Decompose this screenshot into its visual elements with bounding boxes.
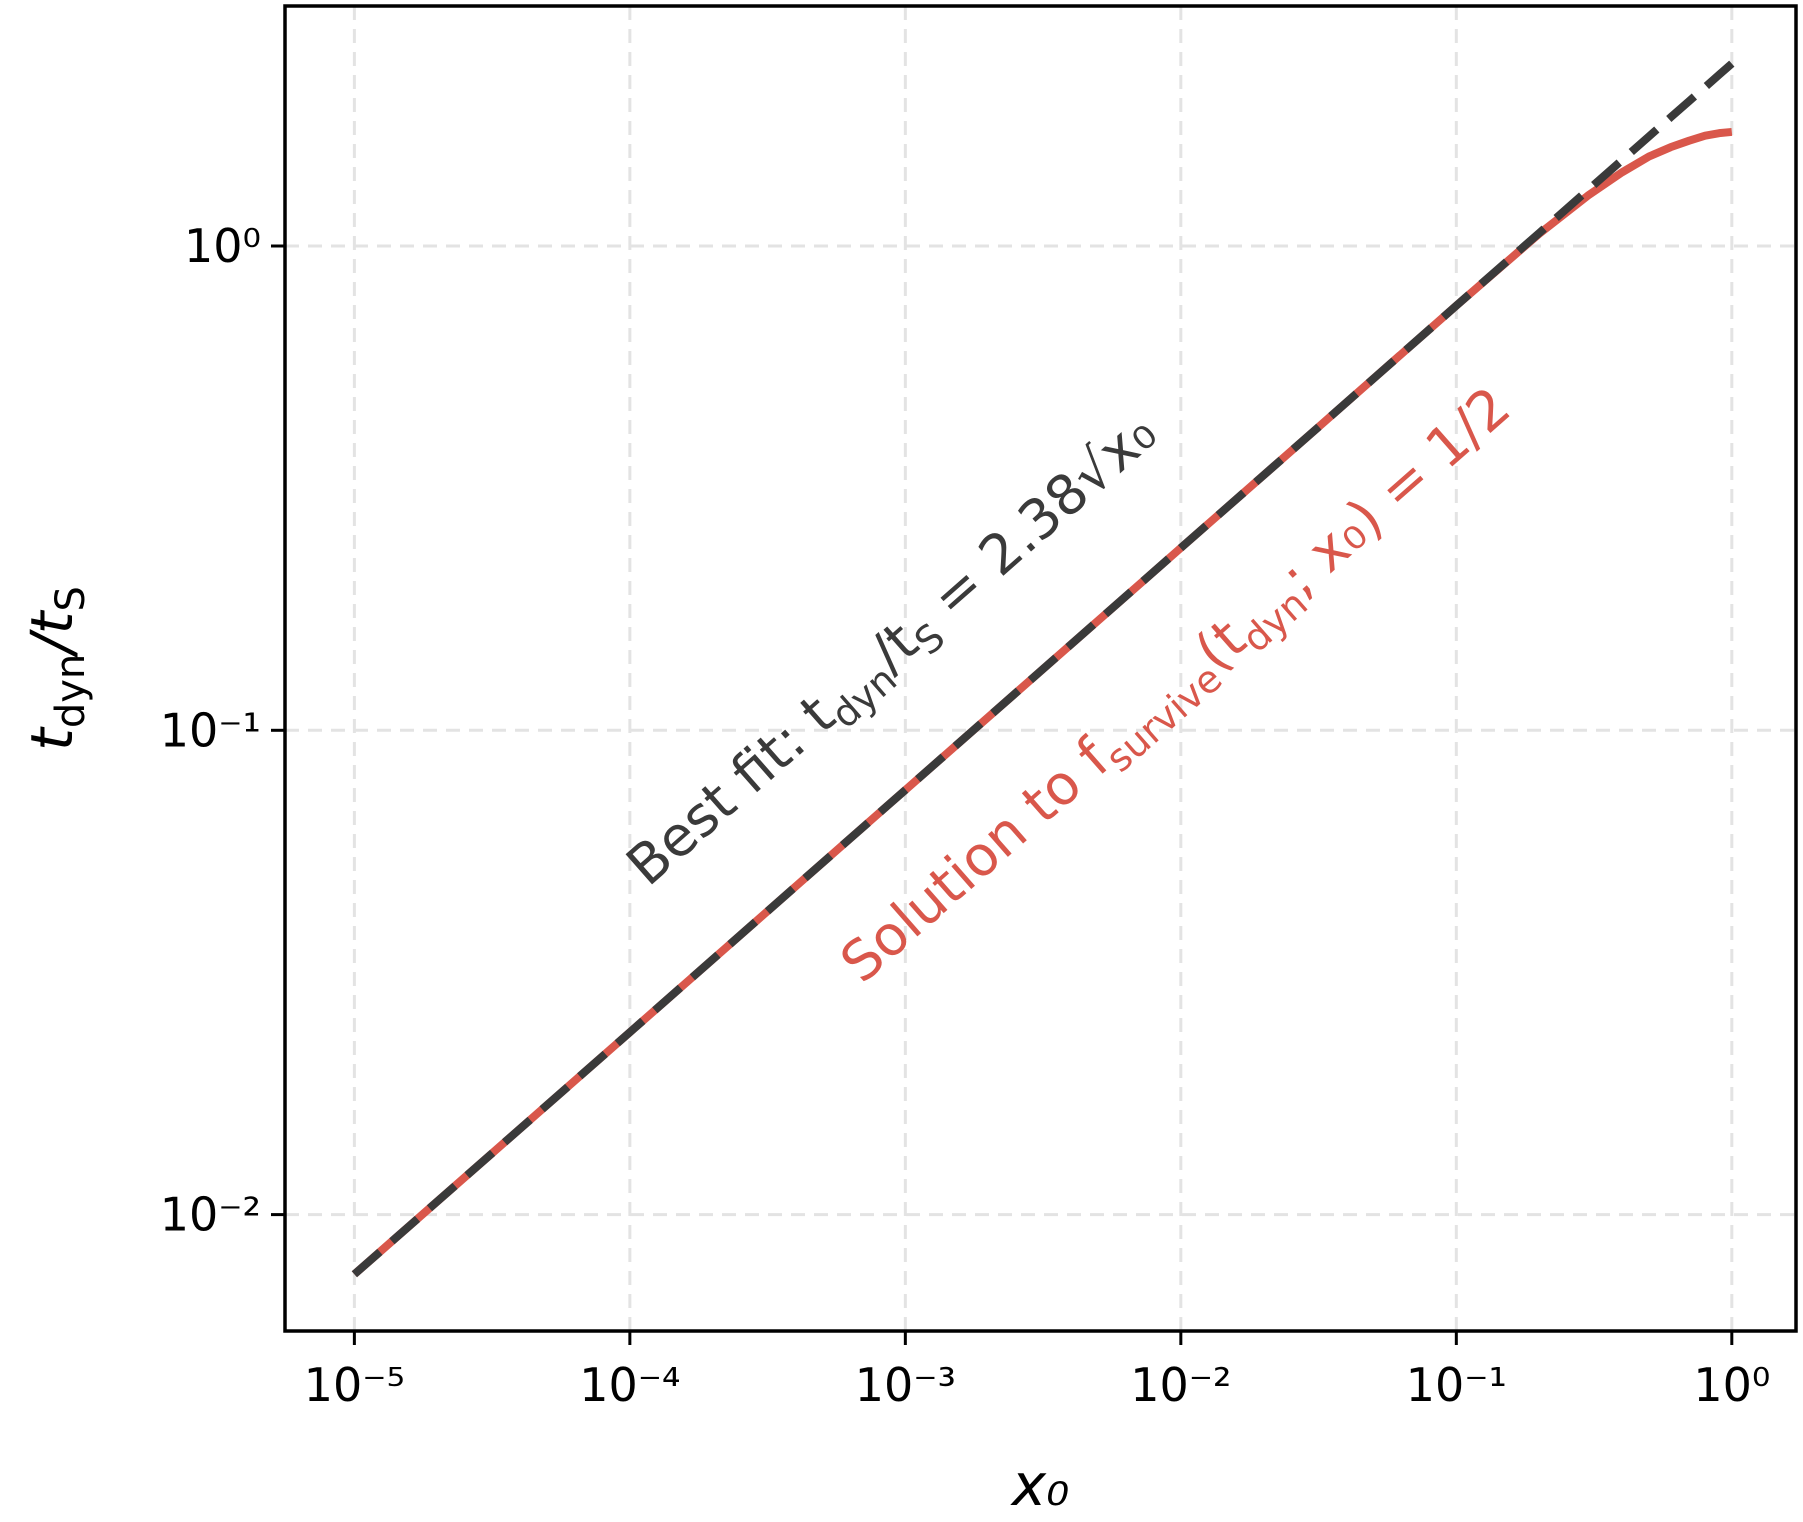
series-line: [351, 127, 1733, 1278]
annotation-part: survive: [1097, 656, 1230, 780]
x-tick-label: 10⁻³: [855, 1358, 956, 1412]
annotation: Solution to fsurvive(tdyn; x₀) = 1/2: [828, 374, 1527, 1001]
annotation-part: ; x₀) = 1/2: [1268, 374, 1522, 608]
x-tick-label: 10⁻²: [1130, 1358, 1231, 1412]
y-tick-label: 10⁻¹: [160, 703, 261, 757]
x-tick-label: 10⁻⁴: [579, 1358, 680, 1412]
x-tick-label: 10⁰: [1693, 1358, 1770, 1412]
y-axis-label: tdyn/tS: [18, 586, 94, 751]
x-axis-label: x₀: [1010, 1451, 1070, 1519]
annotation-part: Best fit: t: [614, 683, 846, 898]
annotation: Best fit: tdyn/tS = 2.38√x₀: [614, 400, 1173, 904]
x-tick-label: 10⁻¹: [1406, 1358, 1507, 1412]
y-axis-label-part: dyn: [48, 654, 94, 728]
series-line: [351, 60, 1735, 1278]
y-tick-label: 10⁻²: [160, 1188, 261, 1242]
y-axis-label-part: /t: [18, 609, 86, 659]
plot-frame: [283, 4, 1798, 1333]
y-axis-label-part: t: [18, 726, 86, 751]
annotation-part: = 2.38√x₀: [906, 400, 1168, 642]
y-axis-label-part: S: [48, 586, 94, 611]
annotation-part: Solution to f: [828, 725, 1122, 994]
y-tick-label: 10⁰: [184, 219, 261, 273]
x-tick-label: 10⁻⁵: [304, 1358, 405, 1412]
